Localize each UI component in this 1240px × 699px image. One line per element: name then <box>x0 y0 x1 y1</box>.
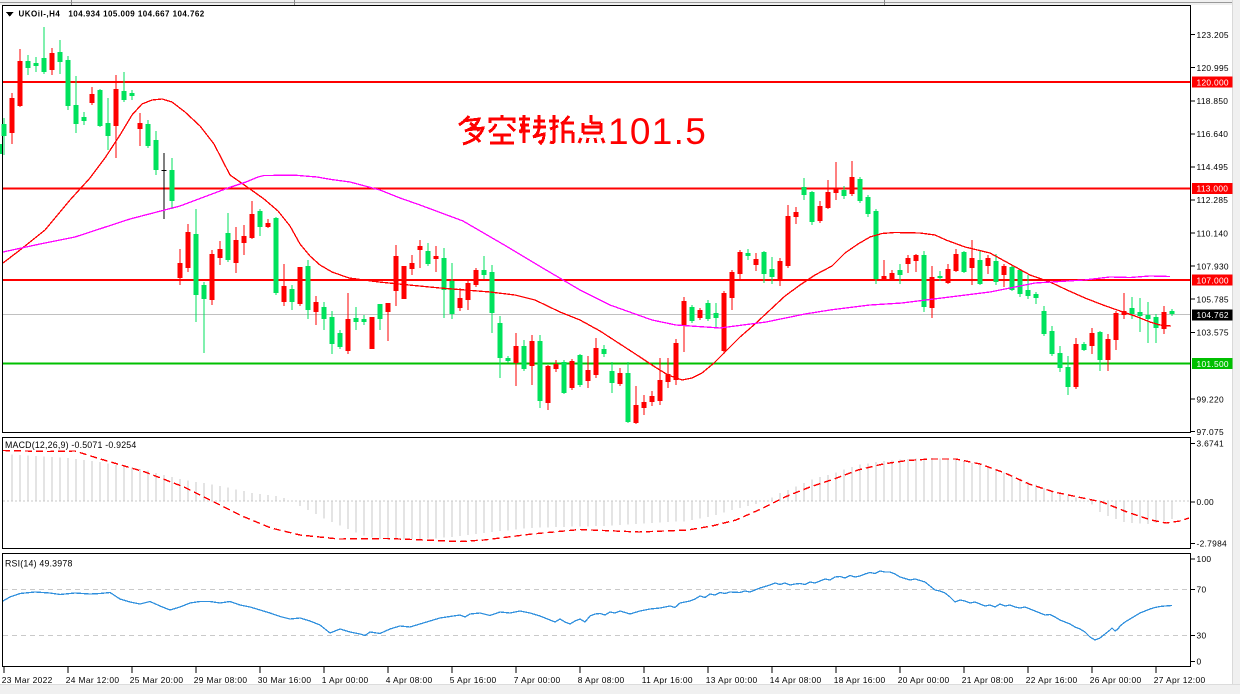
svg-text:UKOil-,H4: UKOil-,H4 <box>19 9 61 18</box>
svg-text:5 Apr 16:00: 5 Apr 16:00 <box>450 675 497 685</box>
svg-text:-2.7984: -2.7984 <box>1197 539 1228 549</box>
svg-text:27 Apr 12:00: 27 Apr 12:00 <box>1154 675 1206 685</box>
svg-text:110.140: 110.140 <box>1197 228 1229 238</box>
svg-text:105.785: 105.785 <box>1197 294 1229 304</box>
svg-text:14 Apr 08:00: 14 Apr 08:00 <box>770 675 822 685</box>
svg-text:13 Apr 00:00: 13 Apr 00:00 <box>706 675 758 685</box>
svg-text:100: 100 <box>1197 554 1212 564</box>
svg-text:103.575: 103.575 <box>1197 328 1229 338</box>
svg-text:8 Apr 08:00: 8 Apr 08:00 <box>578 675 625 685</box>
svg-text:104.934 105.009 104.667 104.76: 104.934 105.009 104.667 104.762 <box>68 9 204 18</box>
svg-text:123.205: 123.205 <box>1197 30 1229 40</box>
svg-text:114.495: 114.495 <box>1197 162 1229 172</box>
svg-text:24 Mar 12:00: 24 Mar 12:00 <box>66 675 120 685</box>
svg-text:120.995: 120.995 <box>1197 63 1229 73</box>
svg-text:RSI(14) 49.3978: RSI(14) 49.3978 <box>5 559 73 569</box>
svg-text:107.000: 107.000 <box>1197 275 1229 285</box>
svg-text:3.6741: 3.6741 <box>1197 439 1224 449</box>
svg-text:29 Mar 08:00: 29 Mar 08:00 <box>194 675 248 685</box>
svg-text:18 Apr 16:00: 18 Apr 16:00 <box>834 675 886 685</box>
svg-text:99.220: 99.220 <box>1197 394 1224 404</box>
svg-text:4 Apr 08:00: 4 Apr 08:00 <box>386 675 433 685</box>
svg-text:70: 70 <box>1197 585 1207 595</box>
svg-text:116.640: 116.640 <box>1197 129 1229 139</box>
svg-text:7 Apr 00:00: 7 Apr 00:00 <box>514 675 561 685</box>
svg-text:118.850: 118.850 <box>1197 96 1229 106</box>
svg-text:22 Apr 16:00: 22 Apr 16:00 <box>1026 675 1078 685</box>
svg-text:30 Mar 16:00: 30 Mar 16:00 <box>258 675 312 685</box>
svg-text:11 Apr 16:00: 11 Apr 16:00 <box>642 675 693 685</box>
svg-text:113.000: 113.000 <box>1197 184 1229 194</box>
svg-text:30: 30 <box>1197 631 1207 641</box>
svg-text:120.000: 120.000 <box>1197 77 1229 87</box>
svg-text:97.075: 97.075 <box>1197 427 1224 437</box>
svg-text:104.762: 104.762 <box>1197 310 1229 320</box>
svg-text:23 Mar 2022: 23 Mar 2022 <box>2 675 53 685</box>
svg-text:21 Apr 08:00: 21 Apr 08:00 <box>962 675 1014 685</box>
svg-text:1 Apr 00:00: 1 Apr 00:00 <box>322 675 369 685</box>
svg-text:101.5: 101.5 <box>608 111 707 152</box>
svg-text:0: 0 <box>1197 657 1202 667</box>
svg-text:MACD(12,26,9) -0.5071 -0.9254: MACD(12,26,9) -0.5071 -0.9254 <box>5 440 136 450</box>
svg-text:101.500: 101.500 <box>1197 359 1229 369</box>
svg-text:26 Apr 00:00: 26 Apr 00:00 <box>1090 675 1142 685</box>
svg-text:107.930: 107.930 <box>1197 261 1229 271</box>
svg-text:112.285: 112.285 <box>1197 195 1229 205</box>
svg-text:20 Apr 00:00: 20 Apr 00:00 <box>898 675 950 685</box>
svg-text:0.00: 0.00 <box>1197 497 1215 507</box>
svg-text:25 Mar 20:00: 25 Mar 20:00 <box>130 675 184 685</box>
